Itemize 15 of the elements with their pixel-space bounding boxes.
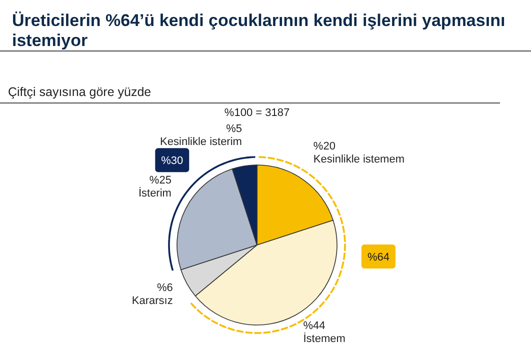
data-label: %5 [226,123,242,136]
slice-label: Kesinlikle istemem [313,153,405,166]
chart-title: Üreticilerin %64’ü kendi çocuklarının kendi işlerini yapmasını istemiyor [12,11,506,50]
slice-label: Kararsız [132,295,173,308]
chart-subtitle: Çiftçi sayısına göre yüzde [8,85,152,99]
slice-label: İsterim [138,186,172,200]
data-label: %25 [149,174,172,186]
slice-label: İstemem [303,332,346,346]
data-label: %6 [156,282,173,294]
data-label: %20 [313,140,336,152]
slice-label: Kesinlikle isterim [160,136,242,148]
text: %100 = 3187 [224,107,290,119]
text: %64 [367,251,390,264]
data-label: %44 [303,320,326,332]
text: %30 [161,155,184,168]
